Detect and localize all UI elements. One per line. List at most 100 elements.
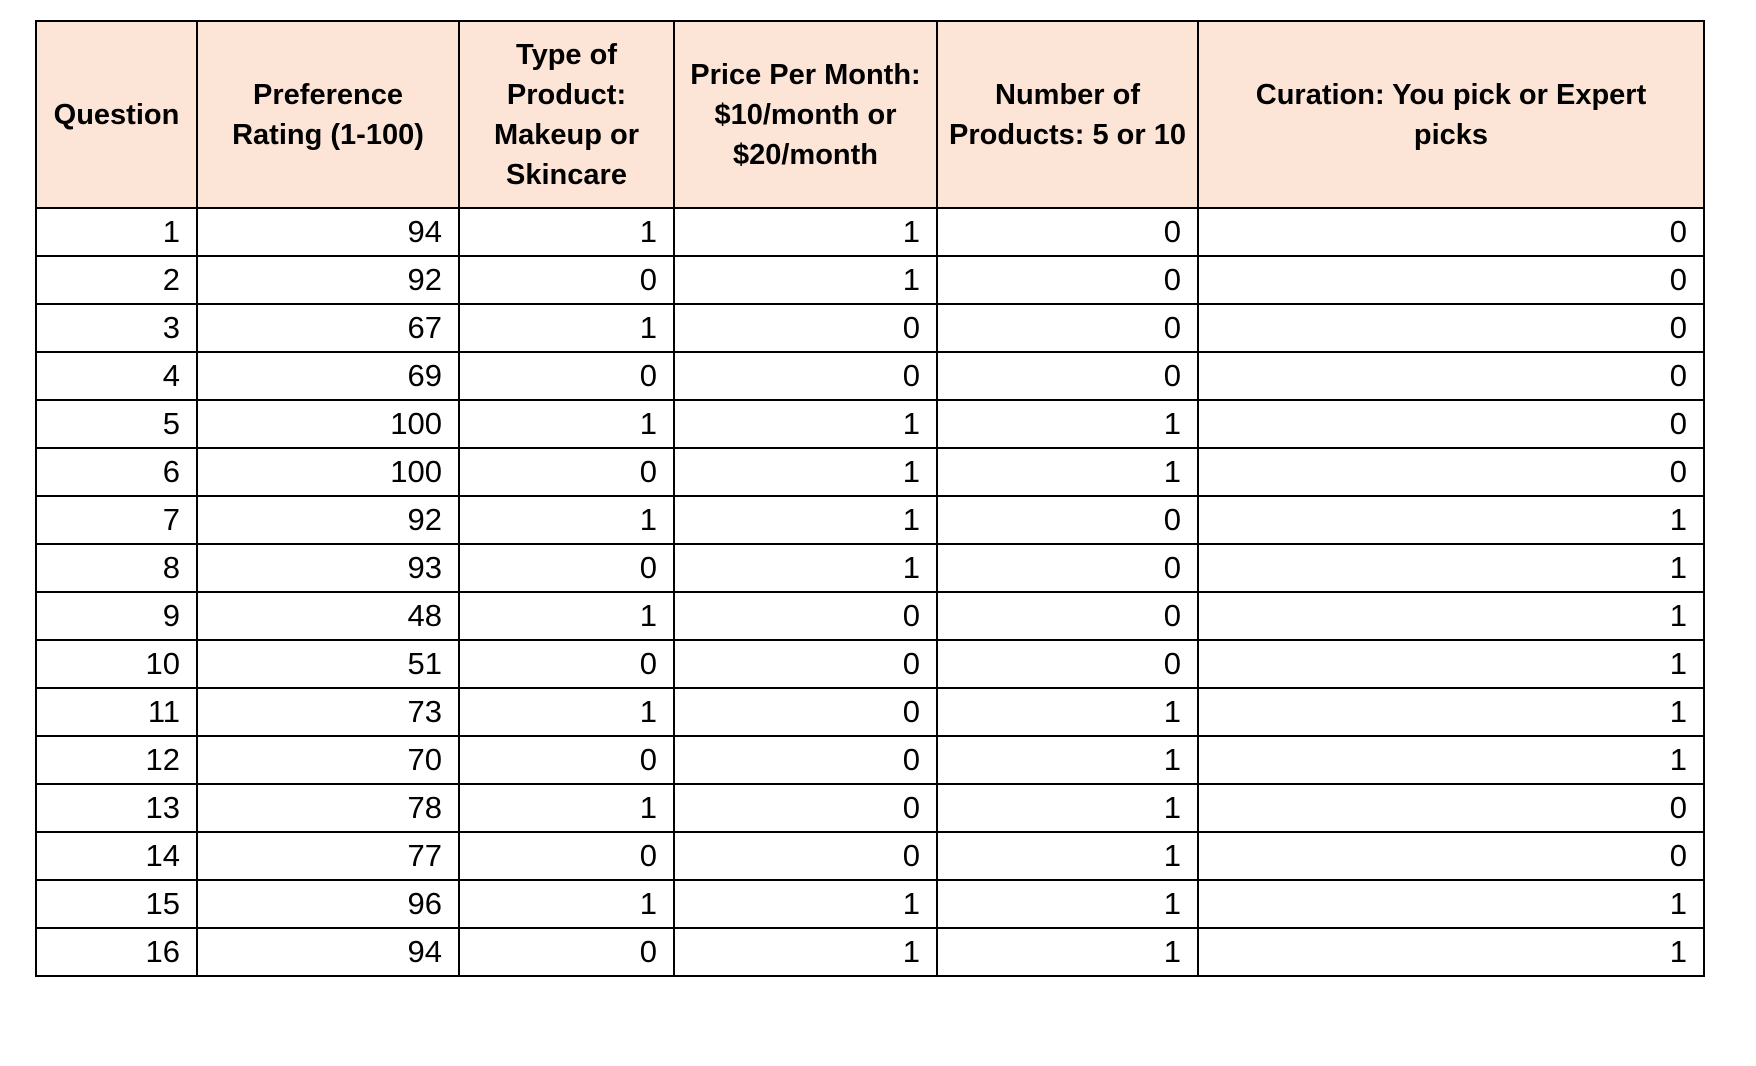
header-product-type-label: Type of Product: Makeup or Skincare (493, 38, 640, 191)
table-cell: 1 (458, 591, 675, 641)
table-cell: 0 (458, 351, 675, 401)
table-cell: 7 (35, 495, 198, 545)
table-row: 3 67 1 0 0 0 (35, 303, 1705, 353)
table-cell: 0 (458, 831, 675, 881)
table-cell: 67 (196, 303, 460, 353)
table-cell: 1 (458, 687, 675, 737)
table-cell: 1 (1197, 687, 1705, 737)
table-cell: 1 (936, 879, 1199, 929)
table-cell: 0 (936, 351, 1199, 401)
table-cell: 3 (35, 303, 198, 353)
table-cell: 0 (673, 351, 938, 401)
header-curation: Curation: You pick or Expert picks (1197, 20, 1705, 209)
table-cell: 14 (35, 831, 198, 881)
table-header: Question Preference Rating (1-100) Type … (35, 20, 1705, 209)
header-number-of-products: Number of Products: 5 or 10 (936, 20, 1199, 209)
table-cell: 1 (458, 879, 675, 929)
table-cell: 48 (196, 591, 460, 641)
header-curation-label: Curation: You pick or Expert picks (1255, 78, 1647, 151)
table-cell: 1 (936, 783, 1199, 833)
table-cell: 9 (35, 591, 198, 641)
table-cell: 11 (35, 687, 198, 737)
table-cell: 0 (458, 255, 675, 305)
table-cell: 0 (1197, 399, 1705, 449)
table-cell: 1 (936, 831, 1199, 881)
header-product-type: Type of Product: Makeup or Skincare (458, 20, 675, 209)
table-cell: 0 (1197, 351, 1705, 401)
table-cell: 2 (35, 255, 198, 305)
table-cell: 0 (673, 735, 938, 785)
table-cell: 0 (458, 639, 675, 689)
table-cell: 1 (458, 783, 675, 833)
table-cell: 1 (673, 399, 938, 449)
table-cell: 0 (458, 543, 675, 593)
table-cell: 1 (1197, 927, 1705, 977)
table-row: 4 69 0 0 0 0 (35, 351, 1705, 401)
table-cell: 13 (35, 783, 198, 833)
header-price-per-month-label: Price Per Month: $10/month or $20/month (690, 58, 921, 171)
conjoint-design-table: Question Preference Rating (1-100) Type … (35, 20, 1705, 977)
table-cell: 5 (35, 399, 198, 449)
table-cell: 1 (673, 927, 938, 977)
table-cell: 0 (673, 687, 938, 737)
table-cell: 1 (936, 735, 1199, 785)
table-cell: 1 (673, 447, 938, 497)
table-cell: 1 (1197, 591, 1705, 641)
table-cell: 12 (35, 735, 198, 785)
table-cell: 8 (35, 543, 198, 593)
table-cell: 1 (673, 879, 938, 929)
table-cell: 0 (673, 591, 938, 641)
table-row: 13 78 1 0 1 0 (35, 783, 1705, 833)
table-row: 5 100 1 1 1 0 (35, 399, 1705, 449)
table-cell: 0 (1197, 447, 1705, 497)
table-cell: 0 (1197, 255, 1705, 305)
table-body: 1 94 1 1 0 0 2 92 0 1 0 0 3 67 1 0 0 0 4 69 0 0 0 0 5 100 1 1 1 0 6 100… (35, 207, 1705, 977)
header-number-of-products-label: Number of Products: 5 or 10 (949, 78, 1186, 151)
table-cell: 92 (196, 255, 460, 305)
table-row: 16 94 0 1 1 1 (35, 927, 1705, 977)
table-cell: 0 (936, 639, 1199, 689)
table-cell: 1 (673, 543, 938, 593)
table-cell: 100 (196, 447, 460, 497)
table-cell: 51 (196, 639, 460, 689)
table-cell: 4 (35, 351, 198, 401)
header-preference-rating-label: Preference Rating (1-100) (232, 78, 424, 151)
table-cell: 1 (1197, 735, 1705, 785)
table-cell: 94 (196, 927, 460, 977)
table-cell: 78 (196, 783, 460, 833)
table-row: 9 48 1 0 0 1 (35, 591, 1705, 641)
table-row: 10 51 0 0 0 1 (35, 639, 1705, 689)
table-cell: 0 (673, 639, 938, 689)
table-cell: 92 (196, 495, 460, 545)
table-cell: 1 (673, 207, 938, 257)
table-cell: 1 (936, 927, 1199, 977)
table-cell: 1 (936, 687, 1199, 737)
table-cell: 0 (936, 591, 1199, 641)
table-cell: 93 (196, 543, 460, 593)
table-cell: 1 (673, 255, 938, 305)
table-cell: 1 (673, 495, 938, 545)
header-question: Question (35, 20, 198, 209)
table-cell: 73 (196, 687, 460, 737)
table-cell: 100 (196, 399, 460, 449)
table-cell: 1 (1197, 879, 1705, 929)
table-row: 7 92 1 1 0 1 (35, 495, 1705, 545)
table-cell: 1 (1197, 543, 1705, 593)
table-cell: 0 (458, 447, 675, 497)
table-cell: 6 (35, 447, 198, 497)
header-preference-rating: Preference Rating (1-100) (196, 20, 460, 209)
table-cell: 0 (1197, 831, 1705, 881)
table-cell: 1 (35, 207, 198, 257)
table-row: 6 100 0 1 1 0 (35, 447, 1705, 497)
table-row: 1 94 1 1 0 0 (35, 207, 1705, 257)
table-cell: 1 (936, 447, 1199, 497)
table-row: 11 73 1 0 1 1 (35, 687, 1705, 737)
table-cell: 1 (458, 303, 675, 353)
table-cell: 0 (1197, 303, 1705, 353)
table-cell: 16 (35, 927, 198, 977)
table-cell: 0 (673, 831, 938, 881)
table-cell: 15 (35, 879, 198, 929)
table-cell: 94 (196, 207, 460, 257)
table-cell: 1 (458, 399, 675, 449)
